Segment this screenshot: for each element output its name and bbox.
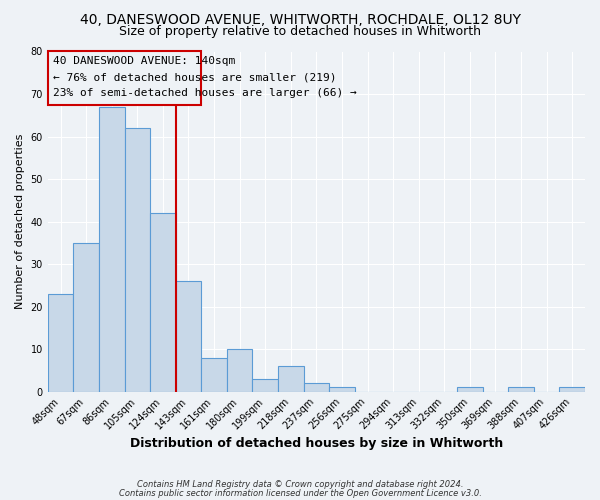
Bar	[150, 213, 176, 392]
Bar	[99, 107, 125, 392]
Y-axis label: Number of detached properties: Number of detached properties	[15, 134, 25, 309]
Text: Contains HM Land Registry data © Crown copyright and database right 2024.: Contains HM Land Registry data © Crown c…	[137, 480, 463, 489]
X-axis label: Distribution of detached houses by size in Whitworth: Distribution of detached houses by size …	[130, 437, 503, 450]
Bar	[559, 388, 585, 392]
Bar	[227, 349, 253, 392]
Bar	[253, 379, 278, 392]
Bar	[48, 294, 73, 392]
Bar	[176, 281, 201, 392]
Bar	[508, 388, 534, 392]
Text: Size of property relative to detached houses in Whitworth: Size of property relative to detached ho…	[119, 25, 481, 38]
Text: Contains public sector information licensed under the Open Government Licence v3: Contains public sector information licen…	[119, 488, 481, 498]
Text: 23% of semi-detached houses are larger (66) →: 23% of semi-detached houses are larger (…	[53, 88, 356, 98]
Bar	[73, 243, 99, 392]
Bar	[329, 388, 355, 392]
Bar	[125, 128, 150, 392]
Text: 40, DANESWOOD AVENUE, WHITWORTH, ROCHDALE, OL12 8UY: 40, DANESWOOD AVENUE, WHITWORTH, ROCHDAL…	[79, 12, 521, 26]
Text: 40 DANESWOOD AVENUE: 140sqm: 40 DANESWOOD AVENUE: 140sqm	[53, 56, 235, 66]
Bar	[304, 383, 329, 392]
Bar	[201, 358, 227, 392]
Bar	[457, 388, 482, 392]
Text: ← 76% of detached houses are smaller (219): ← 76% of detached houses are smaller (21…	[53, 72, 337, 82]
Bar	[278, 366, 304, 392]
FancyBboxPatch shape	[48, 52, 201, 104]
